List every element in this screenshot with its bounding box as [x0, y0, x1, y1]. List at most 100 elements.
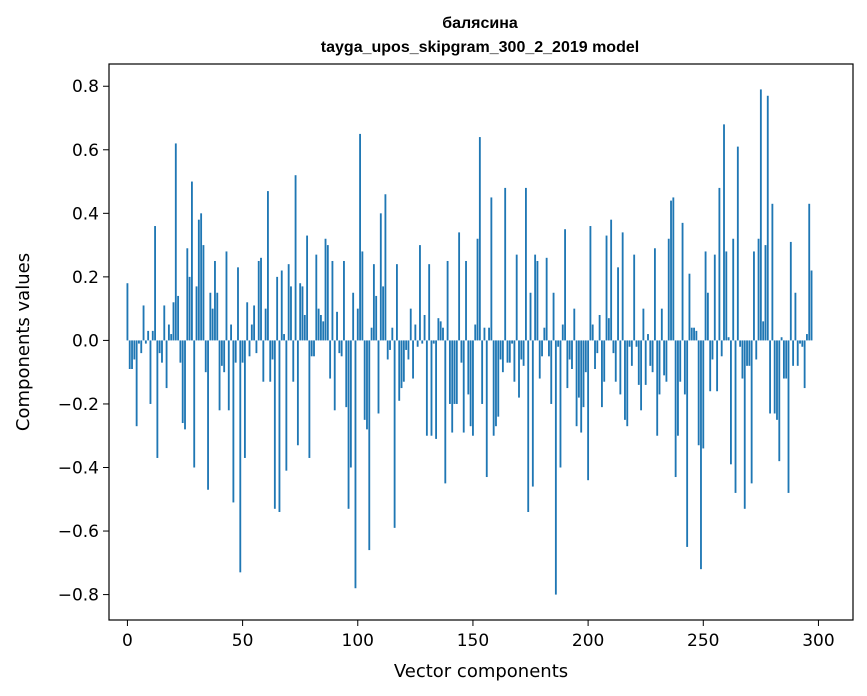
bar-294 — [803, 340, 806, 389]
bar-287 — [787, 340, 790, 493]
y-tick-label--0.6: −0.6 — [58, 522, 99, 542]
bar-142 — [453, 340, 456, 404]
bar-50 — [241, 340, 244, 363]
bar-227 — [649, 340, 652, 366]
bar-133 — [432, 340, 435, 344]
bar-163 — [501, 340, 504, 373]
bar-19 — [170, 334, 173, 341]
bar-31 — [197, 219, 200, 341]
bar-256 — [716, 340, 719, 392]
bar-272 — [753, 251, 755, 341]
bar-223 — [640, 340, 643, 411]
bar-96 — [347, 340, 350, 509]
y-axis-label: Components values — [13, 253, 34, 431]
bar-35 — [207, 340, 209, 490]
bar-60 — [264, 308, 267, 341]
bar-13 — [156, 340, 159, 458]
bar-165 — [506, 340, 509, 363]
bar-177 — [534, 254, 537, 341]
bar-231 — [658, 340, 661, 395]
bar-122 — [407, 340, 410, 360]
bar-250 — [702, 340, 705, 449]
bar-20 — [172, 302, 175, 341]
bar-159 — [492, 340, 495, 436]
bar-150 — [472, 340, 474, 436]
bar-146 — [462, 340, 465, 433]
bar-135 — [437, 318, 440, 341]
y-tick-label-0.2: 0.2 — [72, 268, 99, 288]
chart-subtitle: tayga_upos_skipgram_300_2_2019 model — [321, 39, 639, 56]
bar-43 — [225, 251, 228, 341]
bar-266 — [739, 340, 742, 347]
bar-65 — [276, 276, 279, 341]
bar-192 — [568, 340, 571, 360]
bar-239 — [677, 340, 679, 436]
bar-3 — [133, 340, 136, 360]
bar-267 — [741, 340, 744, 379]
bar-5 — [138, 340, 140, 344]
y-axis-ticks: −0.8 −0.6 −0.4 −0.2 0.0 0.2 0.4 0.6 0.8 — [58, 77, 109, 606]
bar-147 — [465, 260, 467, 341]
bar-56 — [255, 340, 258, 354]
bar-225 — [644, 340, 647, 385]
bar-26 — [186, 248, 189, 341]
bar-288 — [789, 241, 792, 341]
bar-78 — [306, 235, 309, 341]
bar-75 — [299, 283, 302, 341]
bar-194 — [573, 308, 576, 341]
x-axis-ticks: 0 50 100 150 200 250 300 — [122, 620, 835, 651]
bar-54 — [250, 324, 253, 341]
bar-49 — [239, 340, 242, 573]
bar-191 — [566, 340, 569, 389]
bar-257 — [718, 187, 721, 341]
bar-140 — [448, 340, 451, 404]
x-axis-label: Vector components — [394, 661, 568, 682]
plot-frame — [108, 63, 854, 621]
bar-224 — [642, 308, 645, 341]
bar-154 — [481, 340, 484, 404]
bar-169 — [515, 254, 518, 341]
bar-171 — [520, 340, 523, 360]
bar-64 — [273, 340, 276, 509]
bar-263 — [732, 238, 735, 341]
bar-61 — [267, 191, 269, 341]
bar-208 — [605, 235, 608, 341]
bar-280 — [771, 203, 774, 341]
bar-118 — [398, 340, 401, 401]
bar-193 — [571, 340, 573, 369]
bar-119 — [400, 340, 403, 389]
bar-268 — [743, 340, 746, 509]
bar-264 — [734, 340, 737, 493]
bar-286 — [785, 340, 788, 379]
bar-189 — [561, 324, 564, 341]
bar-187 — [557, 340, 560, 347]
bar-173 — [525, 187, 527, 341]
bar-66 — [278, 340, 281, 512]
bar-155 — [483, 327, 486, 341]
bar-68 — [283, 334, 285, 341]
bar-160 — [495, 340, 497, 427]
x-tick-label-100: 100 — [342, 631, 374, 651]
bar-210 — [610, 219, 613, 341]
y-tick-label--0.4: −0.4 — [58, 458, 99, 478]
bar-67 — [280, 270, 283, 341]
bar-265 — [736, 146, 739, 341]
bar-181 — [543, 327, 546, 341]
bar-182 — [545, 257, 548, 341]
bar-116 — [393, 340, 396, 528]
bar-279 — [769, 340, 771, 414]
bar-77 — [303, 314, 306, 341]
bar-235 — [667, 238, 670, 341]
bar-221 — [635, 340, 638, 347]
bar-22 — [177, 295, 180, 341]
bar-297 — [810, 270, 813, 341]
bar-80 — [310, 340, 313, 357]
bar-114 — [389, 340, 391, 350]
bar-144 — [458, 232, 461, 341]
bar-45 — [230, 324, 232, 341]
bar-234 — [665, 340, 668, 382]
bar-241 — [681, 222, 684, 341]
bar-4 — [135, 340, 138, 427]
bar-170 — [518, 340, 520, 398]
bar-55 — [253, 305, 256, 341]
